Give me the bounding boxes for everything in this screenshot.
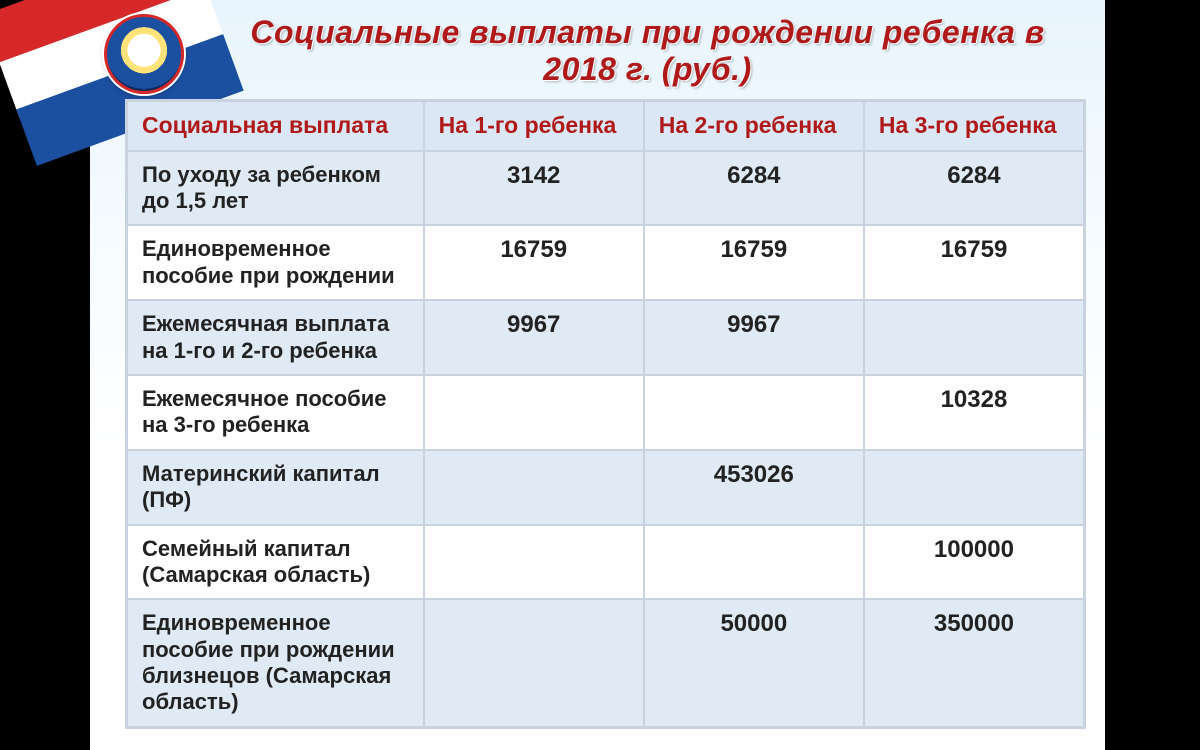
- cell-value: 9967: [424, 300, 644, 375]
- table-header-row: Социальная выплата На 1-го ребенка На 2-…: [127, 101, 1084, 151]
- cell-value: 16759: [424, 225, 644, 300]
- row-label: Ежемесячная выплата на 1-го и 2-го ребен…: [127, 300, 424, 375]
- col-header-child2: На 2-го ребенка: [644, 101, 864, 151]
- cell-value: 6284: [864, 151, 1084, 226]
- cell-value: 6284: [644, 151, 864, 226]
- slide: Социальные выплаты при рождении ребенка …: [90, 0, 1105, 750]
- cell-value: 350000: [864, 599, 1084, 727]
- table-row: Материнский капитал (ПФ) 453026: [127, 450, 1084, 525]
- row-label: Единовременное пособие при рождении: [127, 225, 424, 300]
- table-row: По уходу за ребенком до 1,5 лет 3142 628…: [127, 151, 1084, 226]
- row-label: По уходу за ребенком до 1,5 лет: [127, 151, 424, 226]
- cell-value: 50000: [644, 599, 864, 727]
- cell-value: [644, 375, 864, 450]
- table-row: Единовременное пособие при рождении 1675…: [127, 225, 1084, 300]
- payments-table-wrap: Социальная выплата На 1-го ребенка На 2-…: [126, 100, 1085, 728]
- cell-value: [424, 375, 644, 450]
- cell-value: [424, 599, 644, 727]
- cell-value: [864, 450, 1084, 525]
- table-row: Семейный капитал (Самарская область) 100…: [127, 525, 1084, 600]
- cell-value: [644, 525, 864, 600]
- cell-value: 10328: [864, 375, 1084, 450]
- cell-value: 453026: [644, 450, 864, 525]
- page-title: Социальные выплаты при рождении ребенка …: [220, 14, 1075, 88]
- col-header-child3: На 3-го ребенка: [864, 101, 1084, 151]
- cell-value: 3142: [424, 151, 644, 226]
- cell-value: [864, 300, 1084, 375]
- emblem-icon: [104, 14, 184, 94]
- cell-value: [424, 450, 644, 525]
- col-header-child1: На 1-го ребенка: [424, 101, 644, 151]
- cell-value: [424, 525, 644, 600]
- row-label: Семейный капитал (Самарская область): [127, 525, 424, 600]
- col-header-payment: Социальная выплата: [127, 101, 424, 151]
- payments-table: Социальная выплата На 1-го ребенка На 2-…: [126, 100, 1085, 728]
- table-row: Единовременное пособие при рождении близ…: [127, 599, 1084, 727]
- row-label: Ежемесячное пособие на 3-го ребенка: [127, 375, 424, 450]
- cell-value: 100000: [864, 525, 1084, 600]
- row-label: Единовременное пособие при рождении близ…: [127, 599, 424, 727]
- cell-value: 16759: [644, 225, 864, 300]
- table-row: Ежемесячная выплата на 1-го и 2-го ребен…: [127, 300, 1084, 375]
- row-label: Материнский капитал (ПФ): [127, 450, 424, 525]
- table-row: Ежемесячное пособие на 3-го ребенка 1032…: [127, 375, 1084, 450]
- cell-value: 16759: [864, 225, 1084, 300]
- cell-value: 9967: [644, 300, 864, 375]
